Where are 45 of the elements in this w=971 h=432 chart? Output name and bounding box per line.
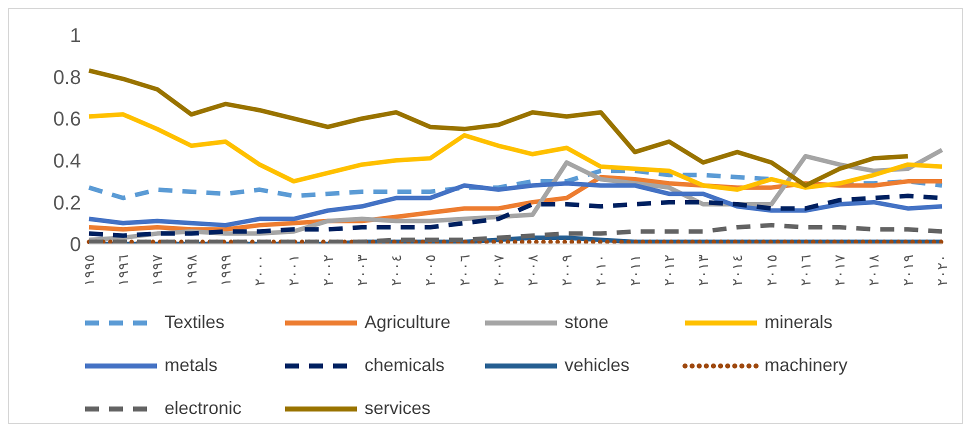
legend-label: vehicles xyxy=(564,355,630,376)
y-tick-label: 0.2 xyxy=(53,192,81,214)
y-tick-label: 1 xyxy=(70,25,81,48)
x-tick-label: ٢٠٠٤ xyxy=(388,254,404,286)
y-tick-label: 0.8 xyxy=(53,66,81,89)
x-tick-label: ٢٠١٨ xyxy=(866,254,882,286)
legend-label: electronic xyxy=(164,398,242,419)
y-tick-label: 0.6 xyxy=(53,108,81,131)
x-tick-label: ٢٠١٩ xyxy=(900,254,916,286)
legend-label: services xyxy=(364,398,431,419)
x-tick-label: ٢٠٠٣ xyxy=(354,254,370,286)
x-tick-label: ٢٠١٤ xyxy=(729,254,746,286)
x-tick-label: ٢٠٠٩ xyxy=(558,254,575,286)
legend-label: machinery xyxy=(764,355,848,376)
x-tick-label: ٢٠٠٦ xyxy=(456,254,472,286)
legend-label: stone xyxy=(564,312,609,333)
x-tick-label: ١٩٩٦ xyxy=(115,254,132,286)
legend-label: Textiles xyxy=(164,312,225,333)
legend-label: minerals xyxy=(764,312,833,333)
x-tick-label: ٢٠١٧ xyxy=(832,254,848,286)
line-series xyxy=(86,68,910,188)
x-tick-label: ٢٠٠٥ xyxy=(422,254,438,286)
y-tick-label: 0 xyxy=(70,234,81,256)
x-tick-label: ٢٠١٦ xyxy=(797,254,814,286)
x-tick-label: ٢٠٠٠ xyxy=(252,254,268,286)
x-tick-label: ٢٠٢٠ xyxy=(934,254,950,286)
x-tick-label: ١٩٩٩ xyxy=(217,254,234,286)
x-tick-label: ٢٠١٣ xyxy=(695,254,712,286)
x-tick-label: ٢٠١٥ xyxy=(763,254,780,286)
x-tick-label: ٢٠٠٨ xyxy=(524,254,540,286)
x-tick-label: ٢٠١٠ xyxy=(592,254,609,286)
x-tick-label: ١٩٩٥ xyxy=(80,254,97,286)
line-series xyxy=(86,112,944,192)
legend-label: chemicals xyxy=(364,355,445,376)
x-tick-label: ٢٠٠٧ xyxy=(490,254,506,286)
y-tick-label: 0.4 xyxy=(53,150,81,172)
x-tick-label: ١٩٩٧ xyxy=(149,254,166,286)
x-tick-label: ٢٠٠٢ xyxy=(320,254,336,286)
x-tick-label: ٢٠١١ xyxy=(626,254,643,286)
x-tick-label: ٢٠٠١ xyxy=(286,254,302,286)
line-series xyxy=(86,181,944,228)
legend-label: metals xyxy=(164,355,218,376)
x-tick-label: ١٩٩٨ xyxy=(183,254,200,286)
x-tick-label: ٢٠١٢ xyxy=(660,254,677,286)
legend-label: Agriculture xyxy=(364,312,451,333)
